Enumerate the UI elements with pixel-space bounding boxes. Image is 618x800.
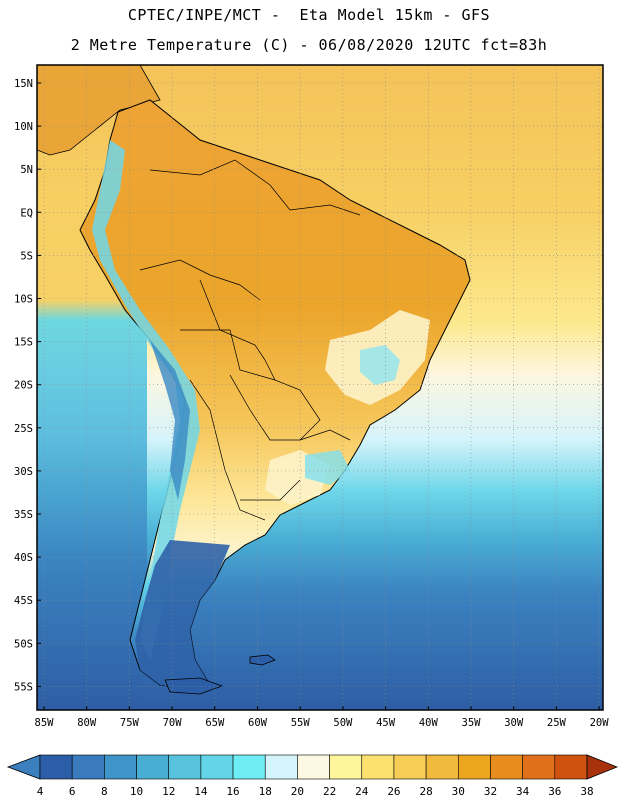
colorbar-tick-label: 4 [37, 785, 44, 798]
colorbar-box [39, 754, 73, 780]
lat-label: EQ [20, 207, 33, 219]
colorbar-tick-label: 28 [419, 785, 432, 798]
lon-label: 45W [376, 717, 396, 729]
colorbar-box [490, 754, 523, 780]
lon-label: 75W [120, 717, 140, 729]
lon-label: 40W [419, 717, 439, 729]
andes-high [150, 340, 190, 500]
colorbar-box [232, 754, 266, 780]
lon-label: 80W [77, 717, 97, 729]
lat-label: 20S [14, 380, 33, 392]
lat-label: 10S [14, 294, 33, 306]
map-frame [36, 64, 604, 711]
andes-cold-strip [92, 140, 200, 660]
colorbar-box [168, 754, 202, 780]
lat-label: 45S [14, 595, 33, 607]
colorbar-tick-label: 6 [69, 785, 76, 798]
colorbar-tick-label: 12 [162, 785, 175, 798]
central-america [37, 65, 161, 156]
lat-label: 5S [20, 250, 33, 262]
colorbar-tick-label: 36 [548, 785, 561, 798]
lon-label: 25W [547, 717, 567, 729]
colorbar-box [522, 754, 556, 780]
colorbar-tick-label: 30 [452, 785, 465, 798]
lon-label: 20W [590, 717, 610, 729]
latitude-axis: 15N 10N 5N EQ 5S 10S 15S 20S 25S 30S 35S 40S 45S 50S 5… [14, 78, 41, 693]
colorbar-box [425, 754, 459, 780]
title-line-2: 2 Metre Temperature (C) - 06/08/2020 12U… [70, 36, 548, 54]
colorbar-box [297, 754, 330, 780]
lon-label: 70W [163, 717, 183, 729]
lat-label: 5N [20, 164, 33, 176]
colorbar-tick-label: 24 [355, 785, 369, 798]
lat-label: 40S [14, 552, 33, 564]
colorbar-box [393, 754, 427, 780]
colorbar-tick-label: 38 [580, 785, 593, 798]
lat-label: 10N [14, 121, 33, 133]
lon-label: 60W [248, 717, 268, 729]
country-borders [139, 159, 361, 521]
lat-label: 50S [14, 638, 33, 650]
title-line-1: CPTEC/INPE/MCT - Eta Model 15km - GFS [127, 6, 491, 24]
colorbar-box [104, 754, 137, 780]
lon-label: 35W [462, 717, 482, 729]
highland-cool-patch [360, 345, 400, 385]
lon-label: 65W [205, 717, 225, 729]
colorbar-low-arrow [6, 754, 41, 780]
lat-label: 55S [14, 681, 33, 693]
lat-label: 15N [14, 78, 33, 90]
longitude-axis: 85W 80W 75W 70W 65W 60W 55W 50W 45W 40W 35W 30W 25W 2… [35, 706, 610, 729]
colorbar-tick-label: 20 [291, 785, 304, 798]
colorbar: 4 6 8 10 12 14 16 18 20 22 24 26 28 30 32 34 36 38 [6, 754, 618, 798]
patagonia [135, 540, 230, 690]
map-area [37, 65, 603, 710]
lat-label: 25S [14, 423, 33, 435]
colorbar-tick-label: 18 [259, 785, 272, 798]
lat-label: 35S [14, 509, 33, 521]
colorbar-box [136, 754, 170, 780]
colorbar-tick-label: 16 [226, 785, 239, 798]
colorbar-box [71, 754, 105, 780]
colorbar-tick-label: 10 [130, 785, 143, 798]
colorbar-box [264, 754, 298, 780]
colorbar-tick-label: 26 [387, 785, 400, 798]
colorbar-tick-label: 34 [516, 785, 530, 798]
colorbar-box [361, 754, 395, 780]
lon-label: 85W [35, 717, 55, 729]
lat-label: 15S [14, 337, 33, 349]
colorbar-tick-label: 8 [101, 785, 108, 798]
colorbar-box [457, 754, 491, 780]
colorbar-box [554, 754, 588, 780]
colorbar-tick-label: 22 [323, 785, 336, 798]
colorbar-box [200, 754, 234, 780]
lon-label: 55W [291, 717, 311, 729]
southern-brazil-cool [305, 450, 350, 485]
tierra-del-fuego [164, 677, 224, 695]
lon-label: 50W [333, 717, 353, 729]
falkland-islands [249, 654, 276, 666]
lat-label: 30S [14, 466, 33, 478]
colorbar-box [329, 754, 363, 780]
colorbar-tick-label: 14 [194, 785, 208, 798]
lon-label: 30W [504, 717, 524, 729]
colorbar-tick-label: 32 [484, 785, 497, 798]
colorbar-high-arrow [586, 754, 618, 780]
